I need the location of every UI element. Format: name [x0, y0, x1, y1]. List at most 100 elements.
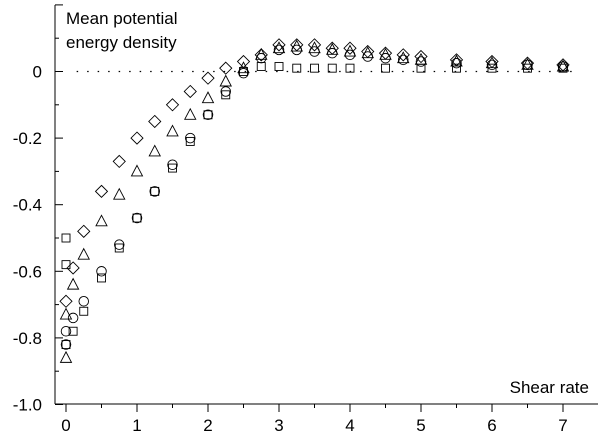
x-tick-label: 5 — [416, 416, 425, 435]
y-tick-label: -0.6 — [13, 262, 42, 281]
triangle-marker — [59, 307, 73, 320]
triangle-marker — [59, 350, 73, 363]
square-marker — [132, 213, 142, 223]
y-ticks: 0 -0.2 -0.4 -0.6 -0.8 -1.0 — [13, 4, 63, 415]
square-marker — [452, 63, 461, 73]
square-marker — [114, 243, 124, 253]
x-tick-label: 6 — [487, 416, 496, 435]
circle-marker — [398, 54, 409, 66]
square-marker — [168, 163, 177, 173]
triangle-marker — [95, 214, 108, 227]
diamond-marker — [77, 224, 91, 238]
circle-marker — [60, 325, 72, 337]
triangle-marker — [219, 74, 232, 87]
circle-marker — [149, 186, 160, 197]
diamond-marker — [414, 49, 428, 64]
x-tick-label: 7 — [558, 416, 567, 435]
y-axis-title-line1: Mean potential — [66, 9, 178, 28]
diamond-marker — [130, 131, 144, 145]
x-ticks: 0 1 2 3 4 5 6 7 — [61, 404, 568, 435]
x-axis-title: Shear rate — [510, 378, 589, 397]
circle-marker — [113, 239, 125, 250]
x-tick-label: 0 — [61, 416, 70, 435]
x-tick-label: 3 — [274, 416, 283, 435]
square-marker — [292, 63, 302, 73]
x-tick-label: 2 — [203, 416, 212, 435]
diamond-marker — [59, 294, 73, 308]
square-marker — [79, 306, 89, 316]
x-tick-label: 1 — [132, 416, 141, 435]
circle-marker — [131, 212, 143, 224]
triangle-marker — [66, 277, 80, 290]
triangle-marker — [272, 41, 286, 54]
y-tick-label: -0.8 — [13, 329, 42, 348]
circle-marker — [557, 61, 569, 72]
triangle-marker — [201, 91, 215, 104]
diamond-marker — [94, 184, 109, 199]
square-marker — [68, 326, 78, 336]
triangle-marker — [77, 247, 90, 260]
diamond-marker — [66, 261, 80, 275]
y-tick-label: -1.0 — [13, 396, 42, 415]
y-tick-label: -0.2 — [13, 129, 42, 148]
circle-marker — [291, 44, 303, 56]
circle-marker — [273, 44, 285, 56]
circle-marker — [344, 49, 356, 61]
circle-marker — [451, 57, 462, 69]
triangle-marker — [148, 144, 161, 157]
diamond-marker — [396, 48, 410, 62]
square-marker — [61, 233, 71, 243]
y-tick-label: -0.4 — [13, 196, 42, 215]
square-marker — [310, 63, 319, 73]
square-marker — [61, 340, 71, 350]
square-marker — [558, 63, 568, 73]
diamond-marker — [165, 98, 180, 112]
diamond-marker — [272, 38, 286, 52]
square-marker — [97, 273, 106, 283]
square-marker — [345, 63, 355, 73]
square-marker — [523, 63, 532, 73]
square-marker — [150, 186, 160, 196]
circle-marker — [362, 51, 374, 62]
square-marker — [61, 260, 71, 270]
y-tick-label: 0 — [33, 63, 42, 82]
triangle-marker — [130, 164, 144, 177]
square-marker — [221, 90, 231, 100]
diamond-marker — [201, 71, 215, 85]
triangle-marker — [166, 124, 179, 137]
square-marker — [416, 63, 426, 73]
triangle-marker — [184, 107, 197, 120]
square-marker — [203, 110, 213, 120]
triangle-marker — [450, 54, 463, 67]
triangle-marker — [485, 56, 499, 69]
diamond-marker — [112, 154, 126, 169]
diamond-marker — [343, 41, 357, 55]
diamond-marker — [254, 48, 268, 62]
diamond-marker — [183, 84, 197, 99]
circle-marker — [202, 109, 214, 121]
square-marker — [487, 63, 497, 73]
y-axis-title-line2: energy density — [66, 33, 177, 52]
triangle-marker — [397, 51, 410, 64]
square-marker — [274, 62, 284, 71]
circle-marker — [96, 266, 107, 277]
triangle-marker — [113, 187, 126, 200]
square-marker — [381, 63, 390, 73]
circle-marker — [380, 52, 391, 64]
square-marker — [239, 67, 248, 76]
square-marker — [185, 136, 195, 146]
plot-area: 0 -0.2 -0.4 -0.6 -0.8 -1.0 0 1 2 3 4 5 6 7 — [13, 4, 598, 435]
square-marker — [256, 62, 266, 71]
diamond-marker — [219, 61, 233, 75]
circle-marker — [184, 132, 196, 144]
circle-marker — [522, 59, 533, 71]
circle-marker — [67, 312, 79, 324]
circle-marker — [167, 159, 178, 170]
circle-marker — [220, 86, 231, 97]
square-marker — [327, 63, 337, 73]
data-markers — [59, 38, 570, 363]
x-tick-label: 4 — [345, 416, 354, 435]
circle-marker — [238, 67, 249, 79]
circle-marker — [309, 46, 320, 57]
diamond-marker — [148, 114, 162, 129]
